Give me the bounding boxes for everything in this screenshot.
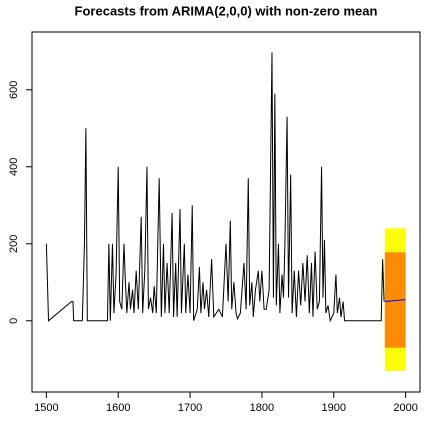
x-tick-label: 2000 bbox=[393, 402, 417, 414]
series-line bbox=[45, 52, 385, 323]
x-tick-label: 1500 bbox=[34, 402, 58, 414]
x-tick-label: 1800 bbox=[250, 402, 274, 414]
y-tick-label: 600 bbox=[8, 81, 20, 99]
x-tick-label: 1600 bbox=[106, 402, 130, 414]
y-tick-label: 400 bbox=[8, 158, 20, 176]
chart-title: Forecasts from ARIMA(2,0,0) with non-zer… bbox=[75, 3, 378, 18]
interval-80 bbox=[384, 252, 406, 348]
plot-frame bbox=[31, 31, 421, 393]
y-tick-label: 200 bbox=[8, 235, 20, 253]
x-tick-label: 1900 bbox=[322, 402, 346, 414]
x-tick-label: 1700 bbox=[178, 402, 202, 414]
forecast-mean bbox=[384, 299, 406, 303]
y-tick-label: 0 bbox=[8, 318, 20, 324]
